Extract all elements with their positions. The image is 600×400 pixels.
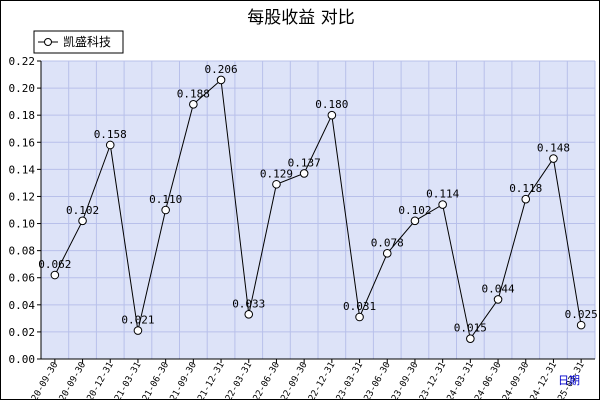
y-tick-label: 0.18: [9, 109, 36, 122]
x-tick-label: 2020-09-30: [25, 361, 61, 400]
data-label: 0.062: [38, 258, 71, 271]
data-point: [161, 205, 170, 215]
y-tick-label: 0.14: [9, 163, 36, 176]
legend-marker: [44, 38, 52, 46]
y-tick-label: 0.06: [9, 272, 36, 285]
data-label: 0.021: [121, 314, 154, 327]
data-point: [50, 270, 60, 280]
data-point: [521, 194, 531, 204]
data-point: [105, 140, 115, 150]
plot-area: 0.00 0.02 0.04 0.06 0.08 0.10 0.12 0.14 0.16 0.18…: [9, 55, 598, 399]
y-tick-label: 0.00: [9, 353, 36, 366]
data-label: 0.180: [315, 98, 348, 111]
data-point: [78, 216, 87, 226]
y-tick-label: 0.04: [9, 299, 36, 312]
data-point: [493, 295, 503, 304]
data-label: 0.015: [454, 322, 487, 335]
legend-label: 凯盛科技: [63, 34, 111, 49]
y-tick-label: 0.20: [9, 82, 36, 95]
data-point: [438, 200, 447, 209]
y-tick-label: 0.02: [9, 326, 36, 339]
data-label: 0.188: [177, 87, 210, 100]
data-point: [189, 100, 198, 109]
legend-box: [33, 30, 124, 54]
data-label: 0.031: [343, 300, 376, 313]
data-label: 0.102: [66, 204, 99, 217]
data-point: [216, 75, 226, 85]
series-line: [54, 78, 582, 340]
chart-title: 每股收益 对比: [247, 8, 354, 28]
data-label: 0.118: [509, 182, 542, 195]
data-label: 0.129: [260, 167, 293, 180]
data-point: [549, 154, 558, 163]
data-point: [327, 110, 337, 120]
data-label: 0.044: [481, 282, 514, 295]
data-point: [299, 169, 309, 178]
data-label: 0.148: [537, 142, 570, 155]
data-point: [272, 179, 281, 189]
data-label: 0.102: [398, 204, 431, 217]
data-label: 0.114: [426, 188, 459, 201]
y-tick-label: 0.16: [9, 136, 36, 149]
data-point: [355, 312, 364, 322]
data-point: [133, 326, 143, 335]
corner-label: 日期: [558, 374, 580, 387]
y-tick-label: 0.12: [9, 190, 36, 203]
data-label: 0.206: [204, 63, 237, 76]
data-point: [382, 249, 392, 258]
data-point: [410, 216, 420, 226]
legend: 凯盛科技: [33, 30, 124, 54]
data-label: 0.033: [232, 297, 265, 310]
data-label: 0.137: [288, 156, 321, 169]
data-point: [244, 310, 254, 319]
data-point: [466, 334, 475, 343]
data-label: 0.025: [565, 308, 598, 321]
data-label: 0.110: [149, 193, 182, 206]
data-label: 0.078: [371, 236, 404, 249]
y-tick-label: 0.22: [9, 55, 36, 68]
y-tick-label: 0.08: [9, 245, 36, 258]
y-tick-label: 0.10: [9, 218, 36, 231]
data-point: [576, 320, 586, 330]
data-label: 0.158: [94, 128, 127, 141]
